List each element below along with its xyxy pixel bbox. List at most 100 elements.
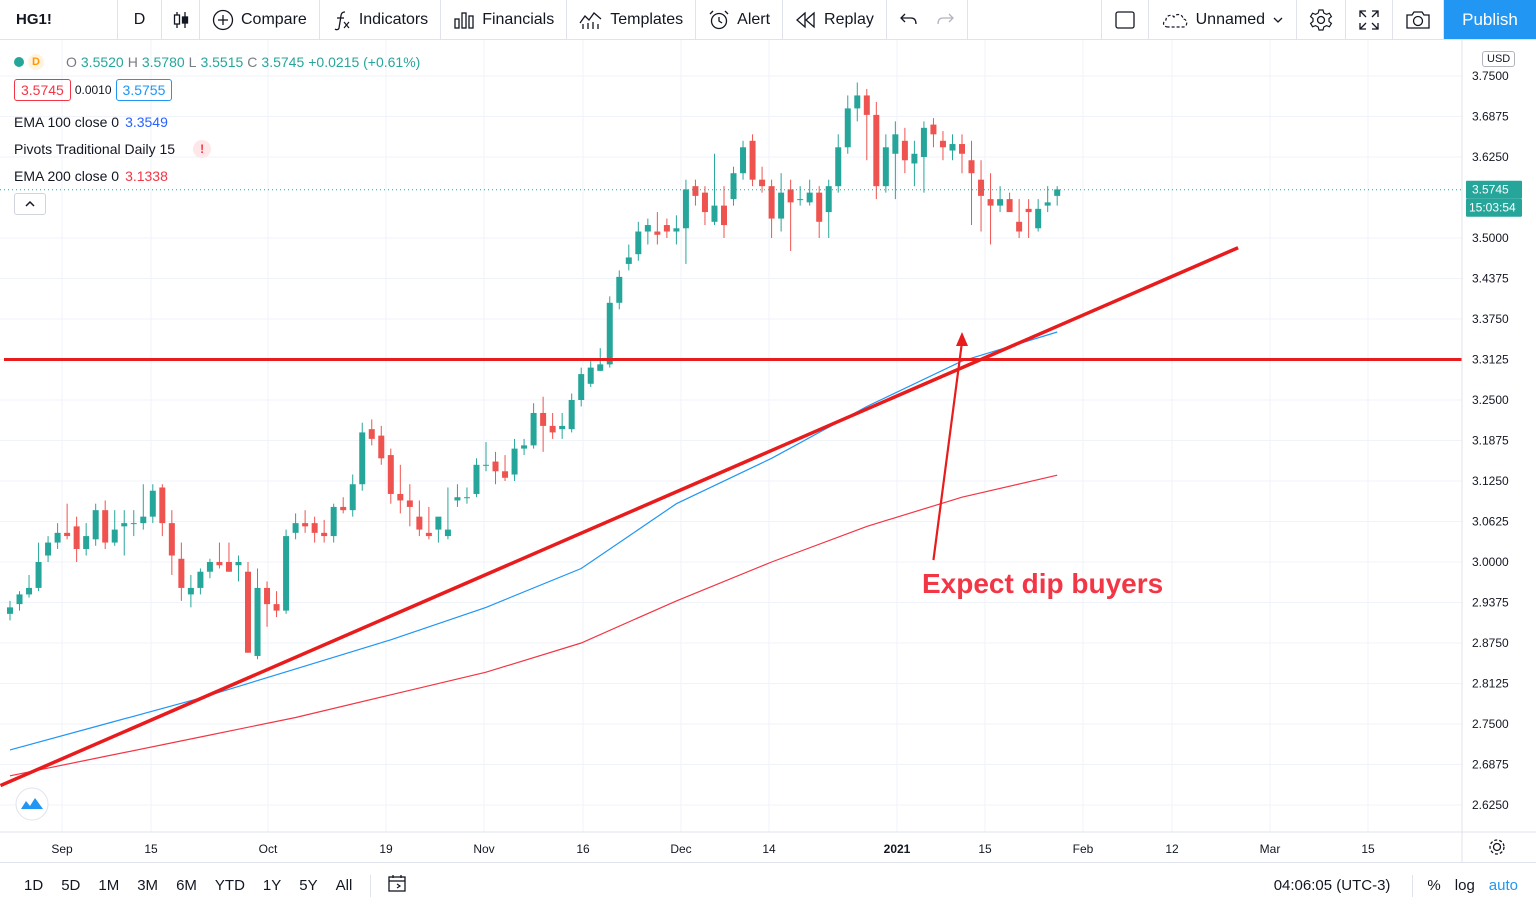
candle-body [225, 562, 232, 572]
goto-date-button[interactable] [381, 874, 415, 898]
price-tick-label: 2.7500 [1472, 717, 1509, 731]
range-ytd[interactable]: YTD [214, 877, 245, 894]
candle-body [425, 532, 432, 537]
candle-body [987, 199, 994, 206]
indicator-ema100-row[interactable]: EMA 100 close 0 3.3549 [14, 108, 420, 135]
range-1d[interactable]: 1D [24, 877, 44, 894]
price-tick-label: 3.7500 [1472, 69, 1509, 83]
price-tick-label: 3.6875 [1472, 110, 1509, 124]
publish-label: Publish [1462, 9, 1518, 29]
time-tick-label: Nov [473, 842, 494, 856]
bid-ask-row: 3.5745 0.0010 3.5755 [14, 72, 420, 108]
redo-button[interactable] [931, 0, 968, 39]
fullscreen-layout-button[interactable] [1100, 0, 1149, 39]
candle-body [378, 435, 385, 459]
candle-body [578, 374, 585, 400]
clock-timezone[interactable]: 04:06:05 (UTC-3) [1273, 877, 1391, 894]
annotation-text[interactable]: Expect dip buyers [922, 568, 1164, 599]
indicator-ema200-row[interactable]: EMA 200 close 0 3.1338 [14, 162, 420, 189]
drawings[interactable] [0, 246, 1462, 788]
range-1y[interactable]: 1Y [262, 877, 282, 894]
candle-body [121, 523, 128, 527]
range-6m[interactable]: 6M [176, 877, 197, 894]
candle-body [968, 160, 975, 174]
trend-line [0, 246, 1239, 788]
candle-body [635, 231, 642, 255]
time-tick-label: Mar [1260, 842, 1281, 856]
candle-body [816, 192, 823, 222]
candle-body [1006, 199, 1013, 213]
templates-icon [579, 11, 602, 29]
templates-button[interactable]: Templates [567, 0, 697, 39]
low-label: L [188, 54, 197, 70]
indicator-name: EMA 200 close 0 [14, 167, 120, 184]
range-1m[interactable]: 1M [98, 877, 120, 894]
price-tick-label: 3.5000 [1472, 231, 1509, 245]
price-tick-label: 2.8125 [1472, 677, 1509, 691]
fullscreen-button[interactable] [1346, 0, 1393, 39]
candle-body [45, 542, 52, 556]
replay-button[interactable]: Replay [783, 0, 887, 39]
candle-body [701, 192, 708, 213]
alert-button[interactable]: Alert [696, 0, 784, 39]
range-all[interactable]: All [335, 877, 353, 894]
last-price-label-bg [1466, 180, 1522, 199]
candle-body [825, 186, 832, 213]
candle-body [673, 228, 680, 232]
candle-body [330, 506, 337, 537]
time-tick-label: 14 [762, 842, 776, 856]
countdown-label-bg [1466, 198, 1522, 217]
buy-price-button[interactable]: 3.5755 [115, 79, 173, 101]
indicator-pivots-row[interactable]: Pivots Traditional Daily 15 ! [14, 135, 420, 162]
candle-body [997, 199, 1004, 206]
range-5d[interactable]: 5D [61, 877, 81, 894]
interval-button[interactable]: D [118, 0, 162, 39]
candle-body [521, 445, 528, 449]
financials-button[interactable]: Financials [441, 0, 568, 39]
candle-body [254, 587, 261, 656]
candle-body [178, 558, 185, 588]
candle-body [73, 526, 80, 550]
currency-badge[interactable]: USD [1482, 51, 1516, 67]
camera-icon [1406, 10, 1430, 29]
symbol-search-button[interactable]: HG1! [0, 0, 118, 39]
candle-body [625, 257, 632, 264]
top-toolbar: HG1! D Compare [0, 0, 1536, 40]
warning-icon[interactable]: ! [193, 139, 212, 158]
divider [370, 874, 372, 897]
undo-button[interactable] [887, 0, 931, 39]
sell-price-button[interactable]: 3.5745 [14, 79, 71, 101]
layout-menu-button[interactable]: Unnamed [1149, 0, 1297, 39]
candle-body [302, 523, 309, 527]
expand-icon [1359, 9, 1379, 30]
log-scale-toggle[interactable]: log [1454, 877, 1475, 894]
settings-button[interactable] [1297, 0, 1346, 39]
candle-body [1054, 189, 1061, 196]
candle-body [806, 192, 813, 203]
indicator-value: 3.1338 [125, 167, 168, 184]
publish-button[interactable]: Publish [1444, 0, 1536, 39]
compare-button[interactable]: Compare [200, 0, 320, 39]
time-tick-label: 12 [1165, 842, 1179, 856]
chart-area[interactable]: 3.7500 3.6875 3.6250 3.5000 3.4375 3.3750 3.31… [0, 40, 1536, 862]
snapshot-button[interactable] [1393, 0, 1444, 39]
time-tick-label: Oct [259, 842, 278, 856]
collapse-legend-button[interactable] [14, 193, 46, 215]
candle-body [359, 432, 366, 485]
status-badge: D [28, 54, 44, 70]
candle-body [159, 487, 166, 524]
price-chart[interactable]: 3.7500 3.6875 3.6250 3.5000 3.4375 3.3750 3.31… [0, 40, 1536, 862]
candle-body [483, 464, 489, 466]
auto-scale-toggle[interactable]: auto [1488, 877, 1518, 894]
percent-scale-toggle[interactable]: % [1427, 877, 1441, 894]
time-tick-label: 2021 [884, 842, 911, 856]
square-icon [1114, 10, 1135, 29]
scale-options: % log auto [1412, 874, 1536, 897]
chart-type-button[interactable] [162, 0, 200, 39]
candle-body [873, 114, 880, 187]
range-5y[interactable]: 5Y [299, 877, 318, 894]
spread-value: 0.0010 [74, 83, 112, 97]
indicators-button[interactable]: Indicators [320, 0, 442, 39]
range-3m[interactable]: 3M [137, 877, 159, 894]
